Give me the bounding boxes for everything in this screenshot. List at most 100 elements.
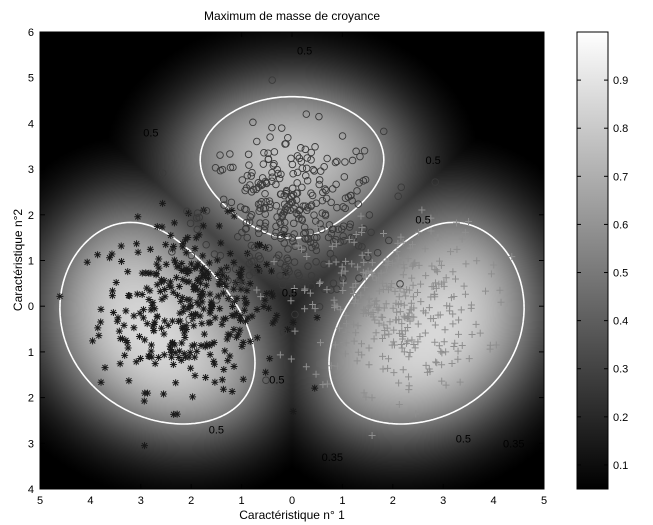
colorbar-tick-label: 0.4 <box>613 316 628 328</box>
point-asterisk <box>122 307 130 315</box>
point-circle <box>276 259 285 267</box>
point-plus <box>398 320 406 328</box>
point-circle <box>245 218 254 226</box>
point-plus <box>452 275 460 283</box>
point-plus <box>377 313 385 321</box>
point-plus <box>352 230 360 238</box>
point-asterisk <box>220 279 228 287</box>
y-tick-label: 4 <box>28 118 34 130</box>
point-asterisk <box>267 267 275 275</box>
point-asterisk <box>101 364 109 372</box>
point-asterisk <box>185 353 193 361</box>
contour-label: 0.5 <box>415 214 430 226</box>
point-asterisk <box>241 294 249 302</box>
point-asterisk <box>158 324 166 332</box>
point-asterisk <box>161 317 169 325</box>
point-circle <box>254 183 263 191</box>
point-plus <box>365 361 373 369</box>
point-plus <box>313 223 321 231</box>
point-asterisk <box>210 338 218 346</box>
point-asterisk <box>130 312 138 320</box>
point-circle <box>183 207 191 215</box>
point-circle <box>307 156 315 164</box>
y-tick-label: 0 <box>28 301 34 313</box>
point-asterisk <box>195 231 203 239</box>
point-plus <box>370 335 378 343</box>
point-asterisk <box>206 290 214 298</box>
point-asterisk <box>267 289 275 297</box>
point-circle <box>231 265 240 273</box>
point-plus <box>257 293 265 301</box>
point-circle <box>268 76 276 84</box>
point-plus <box>372 276 380 284</box>
point-asterisk <box>193 347 201 355</box>
point-asterisk <box>236 314 244 322</box>
point-circle <box>249 185 258 194</box>
point-asterisk <box>248 312 256 320</box>
point-asterisk <box>177 297 185 305</box>
point-plus <box>400 301 408 309</box>
point-asterisk <box>117 242 125 250</box>
point-asterisk <box>142 269 150 277</box>
point-plus <box>410 313 418 321</box>
point-plus <box>399 271 407 279</box>
point-circle <box>227 295 236 303</box>
point-plus <box>383 324 391 332</box>
point-circle <box>233 232 242 241</box>
point-circle <box>193 209 202 217</box>
point-circle <box>192 214 201 222</box>
point-asterisk <box>170 256 178 264</box>
point-plus <box>391 287 399 295</box>
point-asterisk <box>83 258 91 266</box>
point-plus <box>354 300 362 308</box>
point-plus <box>416 333 424 341</box>
point-asterisk <box>194 275 202 283</box>
point-asterisk <box>215 280 223 288</box>
point-circle <box>295 206 303 215</box>
point-asterisk <box>198 288 206 296</box>
point-circle <box>288 184 297 193</box>
y-tick-label: 1 <box>28 347 34 359</box>
point-circle <box>307 189 315 197</box>
point-circle <box>249 118 257 127</box>
point-plus <box>460 282 468 290</box>
y-axis: 6 5 4 3 2 1 0 1 2 3 4 <box>28 27 544 496</box>
x-tick-label: 1 <box>239 495 245 507</box>
point-circle <box>253 267 262 276</box>
point-circle <box>247 172 255 180</box>
point-plus <box>437 347 445 355</box>
point-asterisk <box>219 315 227 323</box>
point-asterisk <box>222 282 230 290</box>
point-plus <box>508 253 516 261</box>
point-circle <box>288 234 297 242</box>
point-plus <box>430 291 438 299</box>
point-asterisk <box>205 342 213 350</box>
point-asterisk <box>95 332 103 340</box>
point-asterisk <box>124 344 132 352</box>
point-asterisk <box>162 241 170 249</box>
point-plus <box>399 238 407 246</box>
point-plus <box>409 293 417 301</box>
point-circle <box>283 203 291 211</box>
point-asterisk <box>161 293 169 301</box>
point-plus <box>434 311 442 319</box>
point-asterisk <box>311 384 319 392</box>
point-circle <box>216 151 224 159</box>
point-asterisk <box>260 303 268 311</box>
point-plus <box>405 286 413 294</box>
point-circle <box>294 210 302 219</box>
point-plus <box>294 242 302 250</box>
contour-label: 0.5 <box>209 425 224 437</box>
point-plus <box>451 339 459 347</box>
x-tick-label: 3 <box>138 495 144 507</box>
point-asterisk <box>97 318 105 326</box>
point-plus <box>360 389 368 397</box>
point-asterisk <box>171 349 179 357</box>
point-plus <box>414 320 422 328</box>
point-asterisk <box>176 317 184 325</box>
point-circle <box>278 280 287 289</box>
point-asterisk <box>255 267 263 275</box>
point-plus <box>395 400 403 408</box>
point-plus <box>364 267 372 275</box>
point-plus <box>402 292 410 300</box>
